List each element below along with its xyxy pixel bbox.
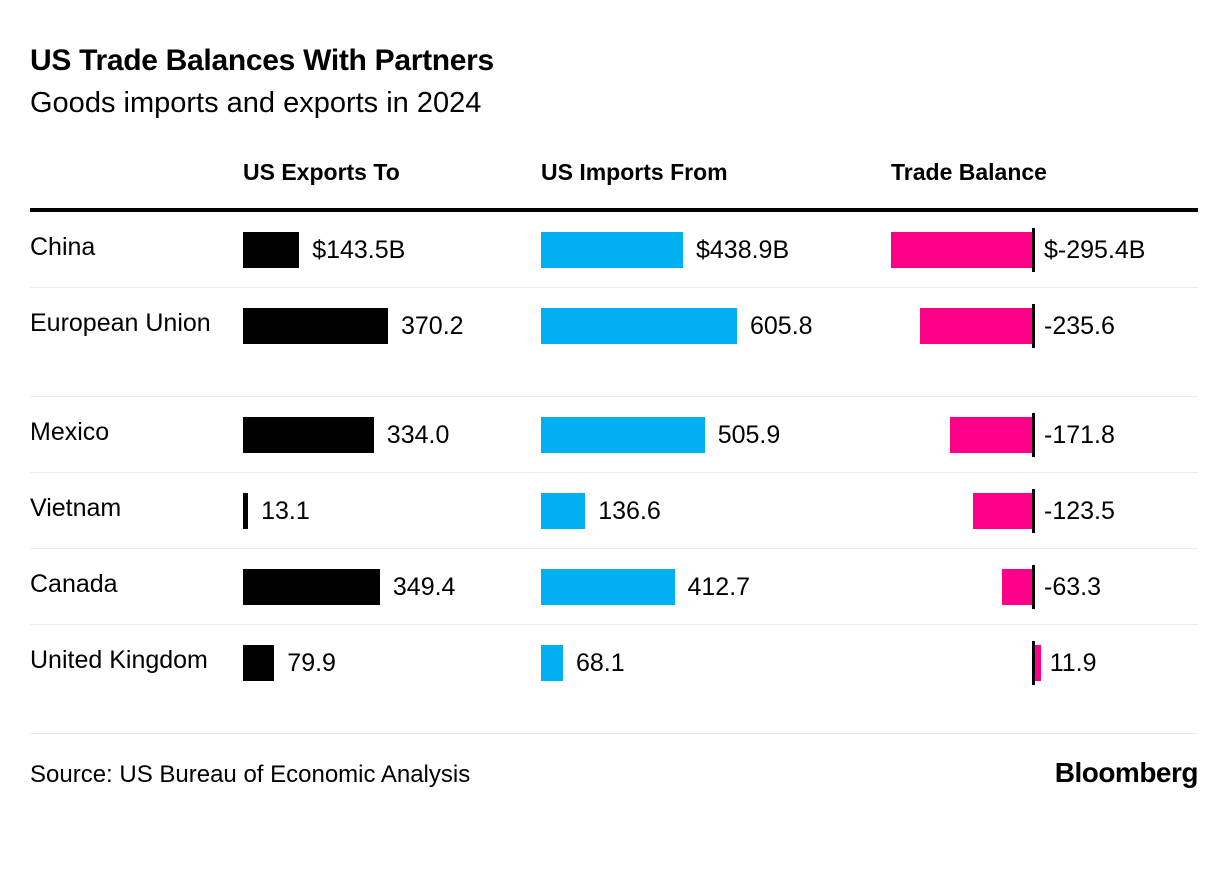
zero-axis-line [1032,641,1035,685]
balance-negative-region [891,493,1032,529]
bloomberg-logo: Bloomberg [1054,757,1199,788]
balance-value: $-295.4B [1044,236,1146,264]
table-row: European Union 370.2 605.8 -235.6 [30,287,1198,396]
balance-value: -123.5 [1044,497,1115,525]
balance-negative-region [891,417,1032,453]
row-label: China [30,233,96,261]
table-row: Mexico 334.0 505.9 -171.8 [30,396,1198,472]
exports-value: 79.9 [287,649,336,677]
exports-bar [243,645,275,681]
table-row: United Kingdom 79.9 68.1 11.9 [30,624,1198,733]
table-row: Vietnam 13.1 136.6 -123.5 [30,472,1198,548]
chart-footer: Source: US Bureau of Economic Analysis B… [30,733,1199,790]
table-row: China $143.5B $438.9B $-295.4B [30,212,1198,287]
balance-bar [973,493,1032,529]
exports-value: $143.5B [312,236,406,264]
imports-value: 605.8 [750,312,813,340]
balance-bar-positive [1035,645,1041,681]
exports-cell: 79.9 [243,625,541,681]
column-header-balance: Trade Balance [891,159,1047,185]
column-headers: US Exports To US Imports From Trade Bala… [30,158,1198,186]
zero-axis-line [1032,489,1035,533]
exports-bar [243,232,300,268]
balance-value: -63.3 [1044,573,1101,601]
balance-negative-region [891,569,1032,605]
chart-rows: China $143.5B $438.9B $-295.4B European … [30,212,1198,733]
source-note: Source: US Bureau of Economic Analysis [30,761,471,788]
imports-bar [541,417,705,453]
imports-cell: 412.7 [541,549,891,605]
balance-value: -171.8 [1044,421,1115,449]
balance-bar [950,417,1032,453]
exports-cell: 13.1 [243,473,541,529]
row-label: United Kingdom [30,646,208,674]
imports-cell: 505.9 [541,397,891,453]
imports-bar [541,308,737,344]
balance-cell: -235.6 [891,288,1198,348]
balance-cell: 11.9 [891,625,1198,685]
row-label: Canada [30,570,118,598]
column-header-imports: US Imports From [541,159,728,185]
balance-negative-region [891,645,1032,681]
zero-axis-line [1032,413,1035,457]
balance-value: 11.9 [1049,649,1097,677]
imports-value: 412.7 [687,573,751,601]
exports-cell: 334.0 [243,397,541,453]
balance-value: -235.6 [1044,312,1115,340]
table-row: Canada 349.4 412.7 -63.3 [30,548,1198,624]
zero-axis-line [1032,228,1035,272]
imports-cell: 136.6 [541,473,891,529]
balance-bar [891,232,1032,268]
zero-axis-line [1032,304,1035,348]
header-rule [30,208,1198,212]
imports-bar [541,232,683,268]
exports-bar [243,569,380,605]
exports-bar [243,417,374,453]
exports-value: 349.4 [392,573,456,601]
exports-cell: 370.2 [243,288,541,344]
exports-value: 334.0 [386,421,450,449]
exports-value: 13.1 [261,497,310,525]
imports-value: 136.6 [598,497,661,525]
balance-cell: -123.5 [891,473,1198,533]
row-label: Vietnam [30,494,122,522]
column-header-exports: US Exports To [243,159,400,185]
balance-cell: $-295.4B [891,212,1198,272]
imports-value: 68.1 [576,649,625,677]
balance-cell: -171.8 [891,397,1198,457]
balance-bar [919,308,1032,344]
exports-bar [243,308,388,344]
balance-cell: -63.3 [891,549,1198,609]
imports-value: 505.9 [717,421,781,449]
balance-bar [1001,569,1032,605]
imports-cell: 605.8 [541,288,891,344]
exports-value: 370.2 [401,312,464,340]
chart-subtitle: Goods imports and exports in 2024 [30,87,482,119]
chart-page: US Trade Balances With Partners Goods im… [0,44,1228,790]
row-label: Mexico [30,418,110,446]
balance-negative-region [891,308,1032,344]
imports-bar [541,569,675,605]
zero-axis-line [1032,565,1035,609]
imports-cell: 68.1 [541,625,891,681]
balance-negative-region [891,232,1032,268]
imports-value: $438.9B [696,236,790,264]
exports-bar [243,493,249,529]
exports-cell: $143.5B [243,212,541,268]
chart-title: US Trade Balances With Partners [30,44,494,77]
imports-bar [541,493,586,529]
imports-bar [541,645,563,681]
imports-cell: $438.9B [541,212,891,268]
row-label: European Union [30,309,211,337]
exports-cell: 349.4 [243,549,541,605]
